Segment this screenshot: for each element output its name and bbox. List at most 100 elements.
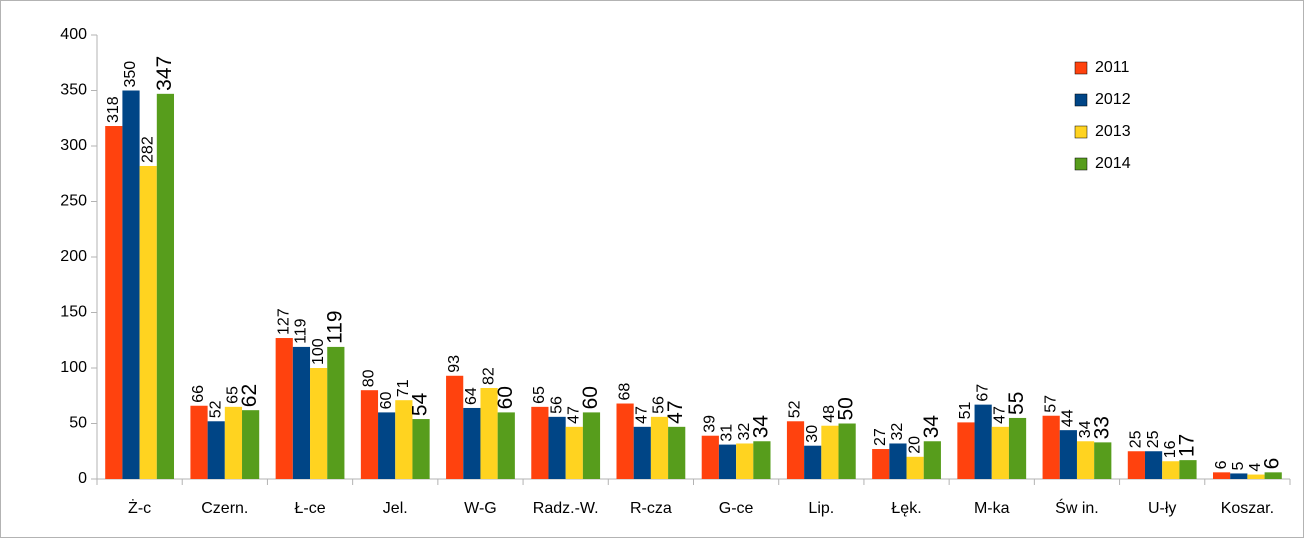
data-label: 56 [548,396,565,414]
data-label: 34 [749,415,772,439]
x-tick-label: R-cza [630,500,672,517]
bar [804,445,822,479]
bar [906,456,924,479]
data-label: 127 [275,308,292,335]
x-tick-label: M-ka [974,500,1010,517]
data-label: 47 [992,406,1009,424]
data-label: 47 [634,406,651,424]
data-label: 55 [1005,392,1028,415]
data-label: 44 [1060,409,1077,427]
data-label: 20 [906,436,923,454]
data-label: 60 [579,386,602,409]
data-label: 25 [1145,430,1162,448]
data-label: 65 [531,386,548,404]
bar [786,421,805,479]
legend-swatch [1074,125,1088,139]
x-tick-label: Jel. [383,500,408,517]
y-tick-label: 400 [60,26,87,43]
data-label: 51 [957,401,974,419]
bar [1162,461,1180,479]
bar [122,90,140,479]
bar [650,416,669,479]
y-tick-label: 300 [60,137,87,154]
data-label: 48 [821,405,838,423]
data-label: 100 [310,338,327,365]
bar [668,426,686,479]
data-label: 4 [1247,463,1264,472]
data-label: 39 [702,415,719,433]
legend-label: 2012 [1095,91,1131,108]
bar [753,441,771,479]
data-label: 32 [736,423,753,441]
x-tick-label: Czern. [201,500,248,517]
bar [1127,451,1145,479]
bar [838,423,856,479]
legend-label: 2013 [1095,123,1131,140]
bar [412,419,430,479]
data-label: 65 [225,386,242,404]
bar [224,406,243,479]
bar [1059,430,1077,479]
data-label: 71 [395,379,412,397]
bar [105,126,123,480]
data-label: 119 [323,310,346,343]
data-label: 82 [480,367,497,385]
bar [582,412,601,479]
data-label: 347 [153,56,176,91]
y-tick-label: 100 [60,359,87,376]
data-label: 60 [494,386,517,409]
data-label: 60 [378,392,395,410]
bar [360,390,379,479]
x-tick-label: G-ce [719,500,754,517]
bar [327,346,345,479]
bar [139,165,157,480]
bar [616,403,634,479]
data-label: 57 [1042,395,1059,413]
bar [1076,441,1095,479]
bar [497,412,515,479]
bar [1230,473,1248,479]
bar [889,443,907,479]
bar [1008,417,1027,479]
data-label: 34 [1077,420,1094,438]
legend-label: 2011 [1095,59,1130,76]
bar [292,346,311,479]
data-label: 6 [1261,458,1284,470]
y-tick-label: 250 [60,193,87,210]
legend-label: 2014 [1095,155,1131,172]
bar [480,387,498,479]
bar [872,449,890,479]
bar [548,416,566,479]
bar [1264,472,1282,479]
legend-swatch [1074,157,1088,171]
data-label: 56 [651,396,668,414]
y-tick-label: 350 [60,82,87,99]
x-tick-label: Koszar. [1221,500,1274,517]
bar [207,421,225,479]
bar [463,407,481,479]
data-label: 52 [207,400,224,418]
x-tick-label: W-G [464,500,497,517]
data-label: 318 [105,96,122,123]
data-label: 47 [565,406,582,424]
bar [718,444,737,479]
bar [991,426,1009,479]
y-tick-label: 150 [60,304,87,321]
bar [974,404,992,479]
bar [821,425,839,479]
data-label: 67 [974,384,991,402]
data-label: 282 [139,136,156,163]
bar [190,405,208,479]
data-label: 5 [1230,461,1247,470]
bar [275,338,293,479]
bar [446,375,464,479]
y-tick-label: 50 [69,415,87,432]
bar [395,400,413,479]
x-tick-label: Radz.-W. [533,500,599,517]
bar [378,412,396,479]
data-label: 25 [1128,430,1145,448]
x-tick-label: U-ły [1148,500,1176,517]
data-label: 32 [889,423,906,441]
data-label: 31 [719,424,736,442]
